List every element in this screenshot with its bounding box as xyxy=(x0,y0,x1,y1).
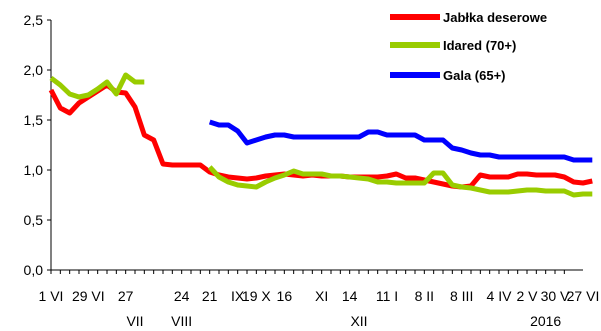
y-tick-label: 2,5 xyxy=(24,12,44,28)
x-tick-label: 8 III xyxy=(450,288,473,304)
legend-label: Jabłka deserowe xyxy=(443,10,547,25)
y-tick-label: 2,0 xyxy=(24,62,44,78)
x-group-label: 2016 xyxy=(530,313,561,329)
legend: Jabłka deserowe Idared (70+) Gala (65+) xyxy=(390,10,547,83)
y-tick-label: 0,0 xyxy=(24,262,44,278)
x-tick-label: 29 VI xyxy=(72,288,105,304)
x-group-label: XII xyxy=(350,313,367,329)
x-tick-label: XI xyxy=(315,288,328,304)
x-group-label: VII xyxy=(126,313,143,329)
y-tick-label: 0,5 xyxy=(24,212,44,228)
series-layer xyxy=(48,72,593,198)
x-tick-label: 8 II xyxy=(415,288,434,304)
x-tick-label: 30 V xyxy=(541,288,570,304)
x-tick-label: 1 VI xyxy=(39,288,64,304)
series-line-2 xyxy=(49,72,593,198)
x-tick-label: 2 V xyxy=(516,288,538,304)
y-tick-label: 1,5 xyxy=(24,112,44,128)
x-tick-label: 16 xyxy=(277,288,293,304)
series-line-3 xyxy=(208,119,593,163)
legend-label: Gala (65+) xyxy=(443,68,506,83)
legend-label: Idared (70+) xyxy=(443,38,516,53)
x-tick-label: 27 VI xyxy=(567,288,600,304)
x-group-label: VIII xyxy=(171,313,192,329)
x-tick-label: 14 xyxy=(342,288,358,304)
x-tick-label: IX xyxy=(231,288,245,304)
y-tick-label: 1,0 xyxy=(24,162,44,178)
x-tick-label: 4 IV xyxy=(487,288,513,304)
x-tick-label: 19 X xyxy=(242,288,271,304)
x-tick-label: 24 xyxy=(174,288,190,304)
x-tick-label: 21 xyxy=(202,288,218,304)
x-tick-label: 11 I xyxy=(376,288,398,304)
x-tick-label: 27 xyxy=(118,288,134,304)
